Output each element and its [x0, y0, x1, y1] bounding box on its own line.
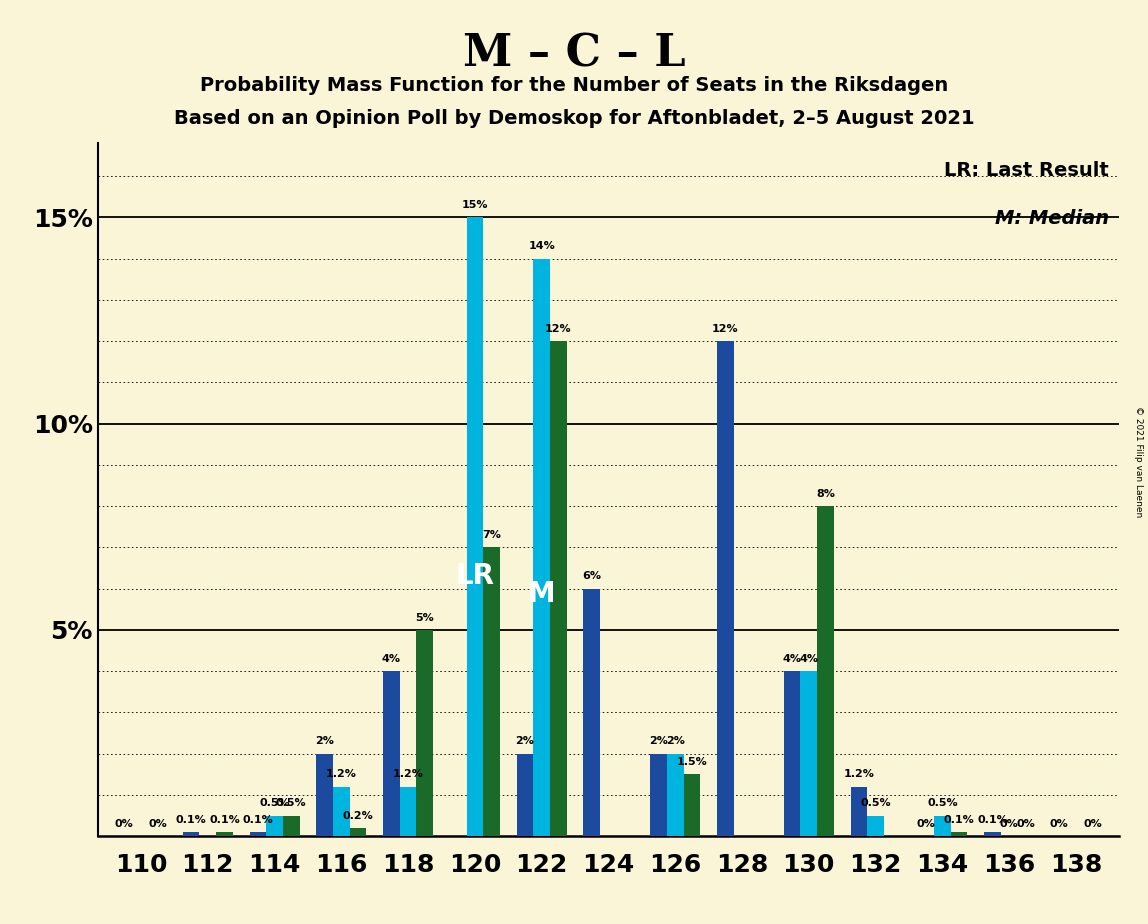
Text: 15%: 15% — [461, 200, 488, 210]
Text: 12%: 12% — [545, 323, 572, 334]
Bar — [667, 754, 683, 836]
Text: 0%: 0% — [1049, 819, 1069, 829]
Text: 0%: 0% — [148, 819, 168, 829]
Text: 1.5%: 1.5% — [676, 757, 707, 767]
Text: 0%: 0% — [1000, 819, 1018, 829]
Text: 0%: 0% — [1016, 819, 1035, 829]
Bar — [550, 341, 567, 836]
Bar — [867, 816, 884, 836]
Text: Probability Mass Function for the Number of Seats in the Riksdagen: Probability Mass Function for the Number… — [200, 76, 948, 95]
Bar — [333, 786, 350, 836]
Text: 2%: 2% — [666, 736, 684, 747]
Bar — [683, 774, 700, 836]
Text: 0.1%: 0.1% — [176, 815, 207, 825]
Text: 5%: 5% — [416, 613, 434, 623]
Text: 0.1%: 0.1% — [209, 815, 240, 825]
Bar — [216, 833, 233, 836]
Text: 0%: 0% — [916, 819, 934, 829]
Text: 14%: 14% — [528, 241, 554, 251]
Text: 7%: 7% — [482, 530, 501, 540]
Text: M: M — [528, 579, 556, 608]
Text: 1.2%: 1.2% — [844, 770, 875, 779]
Bar — [784, 671, 800, 836]
Bar — [984, 833, 1001, 836]
Text: 0.5%: 0.5% — [928, 798, 957, 808]
Bar — [934, 816, 951, 836]
Text: LR: Last Result: LR: Last Result — [945, 161, 1109, 179]
Bar — [851, 786, 867, 836]
Text: 0.1%: 0.1% — [242, 815, 273, 825]
Text: 12%: 12% — [712, 323, 738, 334]
Text: 4%: 4% — [799, 654, 819, 663]
Text: 8%: 8% — [816, 489, 835, 499]
Bar — [417, 630, 433, 836]
Text: 0%: 0% — [1084, 819, 1102, 829]
Bar — [534, 259, 550, 836]
Bar — [650, 754, 667, 836]
Bar — [317, 754, 333, 836]
Bar — [583, 589, 600, 836]
Text: 1.2%: 1.2% — [326, 770, 357, 779]
Bar — [282, 816, 300, 836]
Text: 2%: 2% — [515, 736, 535, 747]
Text: 0%: 0% — [115, 819, 133, 829]
Bar — [350, 828, 366, 836]
Text: 0.5%: 0.5% — [860, 798, 891, 808]
Text: 0.5%: 0.5% — [259, 798, 289, 808]
Text: 0.1%: 0.1% — [977, 815, 1008, 825]
Text: 2%: 2% — [316, 736, 334, 747]
Bar — [817, 506, 833, 836]
Text: 0.1%: 0.1% — [944, 815, 975, 825]
Bar — [249, 833, 266, 836]
Bar — [183, 833, 200, 836]
Text: M – C – L: M – C – L — [463, 32, 685, 76]
Bar — [266, 816, 282, 836]
Text: Based on an Opinion Poll by Demoskop for Aftonbladet, 2–5 August 2021: Based on an Opinion Poll by Demoskop for… — [173, 109, 975, 128]
Text: © 2021 Filip van Laenen: © 2021 Filip van Laenen — [1134, 407, 1143, 517]
Text: 1.2%: 1.2% — [393, 770, 424, 779]
Bar — [383, 671, 400, 836]
Bar — [483, 547, 499, 836]
Text: 6%: 6% — [582, 571, 602, 581]
Bar — [718, 341, 734, 836]
Bar — [951, 833, 968, 836]
Text: 0.2%: 0.2% — [342, 810, 373, 821]
Text: 0.5%: 0.5% — [276, 798, 307, 808]
Bar — [466, 217, 483, 836]
Bar — [800, 671, 817, 836]
Text: 4%: 4% — [783, 654, 801, 663]
Text: LR: LR — [456, 563, 495, 590]
Bar — [517, 754, 534, 836]
Text: 4%: 4% — [382, 654, 401, 663]
Text: M: Median: M: Median — [995, 209, 1109, 228]
Bar — [400, 786, 417, 836]
Text: 2%: 2% — [649, 736, 668, 747]
